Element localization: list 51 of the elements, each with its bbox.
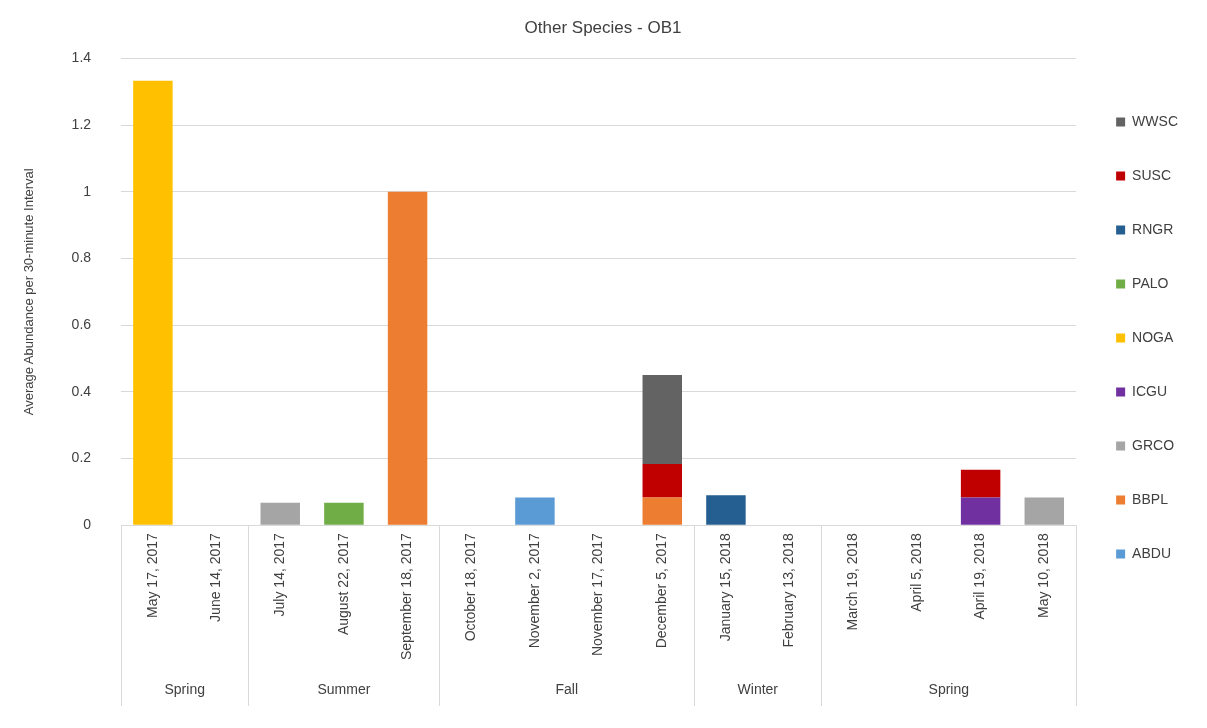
y-tick-label: 0.6: [71, 315, 92, 332]
x-tick-label: October 18, 2017: [462, 532, 479, 642]
bar: [324, 502, 364, 525]
legend-label: ABDU: [1132, 544, 1172, 561]
x-tick-label: June 14, 2017: [207, 532, 224, 622]
y-tick-label: 1.2: [71, 115, 92, 132]
x-tick-label: May 10, 2018: [1035, 532, 1052, 618]
text: Fall: [555, 680, 579, 697]
bar: [515, 497, 555, 525]
y-tick-label: 0.2: [71, 449, 92, 466]
bar: [133, 80, 173, 525]
x-tick-label: April 5, 2018: [907, 532, 924, 612]
bar: [706, 495, 746, 525]
x-tick-label: November 2, 2017: [525, 532, 542, 649]
x-tick-label: September 18, 2017: [398, 532, 415, 661]
bar: [387, 191, 428, 525]
y-tick-label: 0: [83, 515, 92, 532]
legend-label: RNGR: [1132, 220, 1174, 237]
bar: [960, 497, 1001, 525]
y-tick-label: 0.8: [71, 249, 92, 266]
text: Spring: [164, 680, 205, 697]
legend-label: NOGA: [1132, 328, 1175, 345]
y-tick-label: 0.4: [71, 382, 92, 399]
legend-label: SUSC: [1132, 166, 1172, 183]
x-tick-label: December 5, 2017: [653, 532, 670, 649]
bar: [642, 375, 682, 465]
x-tick-label: November 17, 2017: [589, 532, 606, 657]
y-tick-label: 1.4: [71, 49, 92, 66]
x-tick-label: March 19, 2018: [844, 532, 861, 631]
chart-title: Other Species - OB1: [524, 17, 682, 37]
legend-label: ICGU: [1132, 382, 1168, 399]
x-tick-label: May 17, 2017: [143, 532, 160, 618]
text: Spring: [928, 680, 970, 697]
x-tick-label: April 19, 2018: [971, 532, 988, 620]
x-tick-label: January 15, 2018: [716, 532, 733, 642]
bar: [960, 469, 1001, 498]
bar: [1024, 497, 1065, 525]
y-axis-title: Average Abundance per 30-minute Interval: [21, 168, 37, 416]
bar: [642, 497, 682, 525]
bar: [642, 464, 682, 498]
legend-label: WWSC: [1132, 112, 1179, 129]
y-tick-label: 1: [83, 182, 92, 199]
x-tick-label: August 22, 2017: [334, 532, 351, 636]
legend-label: PALO: [1132, 274, 1169, 291]
x-tick-label: February 13, 2018: [780, 532, 797, 648]
text: Winter: [737, 680, 779, 697]
bar: [260, 502, 300, 525]
legend-label: BBPL: [1132, 490, 1169, 507]
legend-label: GRCO: [1132, 436, 1175, 453]
x-tick-label: July 14, 2017: [271, 532, 288, 617]
text: Summer: [317, 680, 371, 697]
